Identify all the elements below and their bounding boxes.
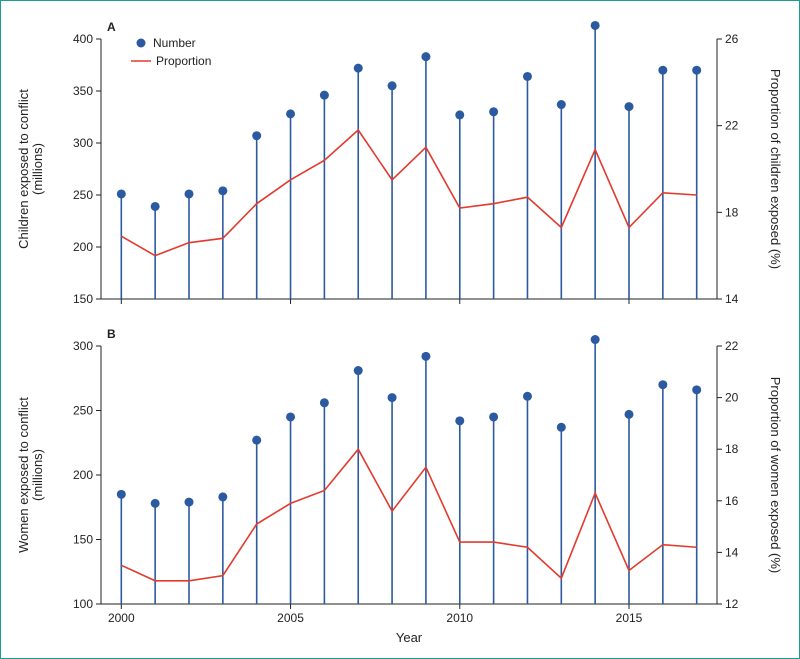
y-left-title: Children exposed to conflict(millions) bbox=[16, 89, 45, 249]
svg-text:12: 12 bbox=[725, 597, 739, 611]
panel-label: B bbox=[107, 327, 116, 341]
proportion-line bbox=[121, 130, 696, 256]
panel-b: B 100 150 200 250 300 12 14 16 18 20 22 2000 2005 2010… bbox=[15, 322, 785, 650]
svg-text:300: 300 bbox=[73, 339, 93, 353]
svg-text:150: 150 bbox=[73, 292, 93, 306]
x-axis-title: Year bbox=[396, 630, 423, 645]
svg-text:16: 16 bbox=[725, 494, 739, 508]
proportion-line bbox=[121, 449, 696, 581]
svg-text:300: 300 bbox=[73, 136, 93, 150]
panel-label: A bbox=[107, 20, 116, 34]
svg-text:22: 22 bbox=[725, 119, 739, 133]
svg-text:2000: 2000 bbox=[108, 611, 135, 625]
y-right-title: Proportion of children exposed (%) bbox=[768, 69, 783, 269]
legend-label-number: Number bbox=[153, 36, 196, 50]
svg-text:14: 14 bbox=[725, 292, 739, 306]
legend: Number Proportion bbox=[131, 36, 211, 68]
svg-text:2015: 2015 bbox=[616, 611, 643, 625]
chart-b-svg: B 100 150 200 250 300 12 14 16 18 20 22 2000 2005 2010… bbox=[15, 322, 787, 650]
svg-text:14: 14 bbox=[725, 545, 739, 559]
number-markers bbox=[117, 21, 701, 211]
figure-container: A Number Proportion 150 200 250 300 350 400 14 18 2… bbox=[0, 0, 800, 659]
chart-a-svg: A Number Proportion 150 200 250 300 350 400 14 18 2… bbox=[15, 11, 787, 311]
svg-text:400: 400 bbox=[73, 32, 93, 46]
y-left-title: Women exposed to conflict(millions) bbox=[16, 397, 45, 553]
svg-text:100: 100 bbox=[73, 597, 93, 611]
svg-text:2010: 2010 bbox=[446, 611, 473, 625]
legend-label-proportion: Proportion bbox=[156, 54, 211, 68]
svg-text:150: 150 bbox=[73, 533, 93, 547]
legend-marker-number bbox=[137, 39, 146, 48]
svg-text:200: 200 bbox=[73, 468, 93, 482]
svg-text:2005: 2005 bbox=[277, 611, 304, 625]
svg-text:26: 26 bbox=[725, 32, 739, 46]
svg-text:250: 250 bbox=[73, 188, 93, 202]
number-stems bbox=[121, 340, 696, 604]
svg-text:18: 18 bbox=[725, 442, 739, 456]
svg-text:22: 22 bbox=[725, 339, 739, 353]
number-markers bbox=[117, 335, 701, 508]
svg-text:18: 18 bbox=[725, 205, 739, 219]
svg-text:250: 250 bbox=[73, 404, 93, 418]
svg-text:200: 200 bbox=[73, 240, 93, 254]
y-right-title: Proportion of women exposed (%) bbox=[768, 377, 783, 574]
svg-text:350: 350 bbox=[73, 84, 93, 98]
panel-a: A Number Proportion 150 200 250 300 350 400 14 18 2… bbox=[15, 11, 785, 318]
svg-text:20: 20 bbox=[725, 391, 739, 405]
